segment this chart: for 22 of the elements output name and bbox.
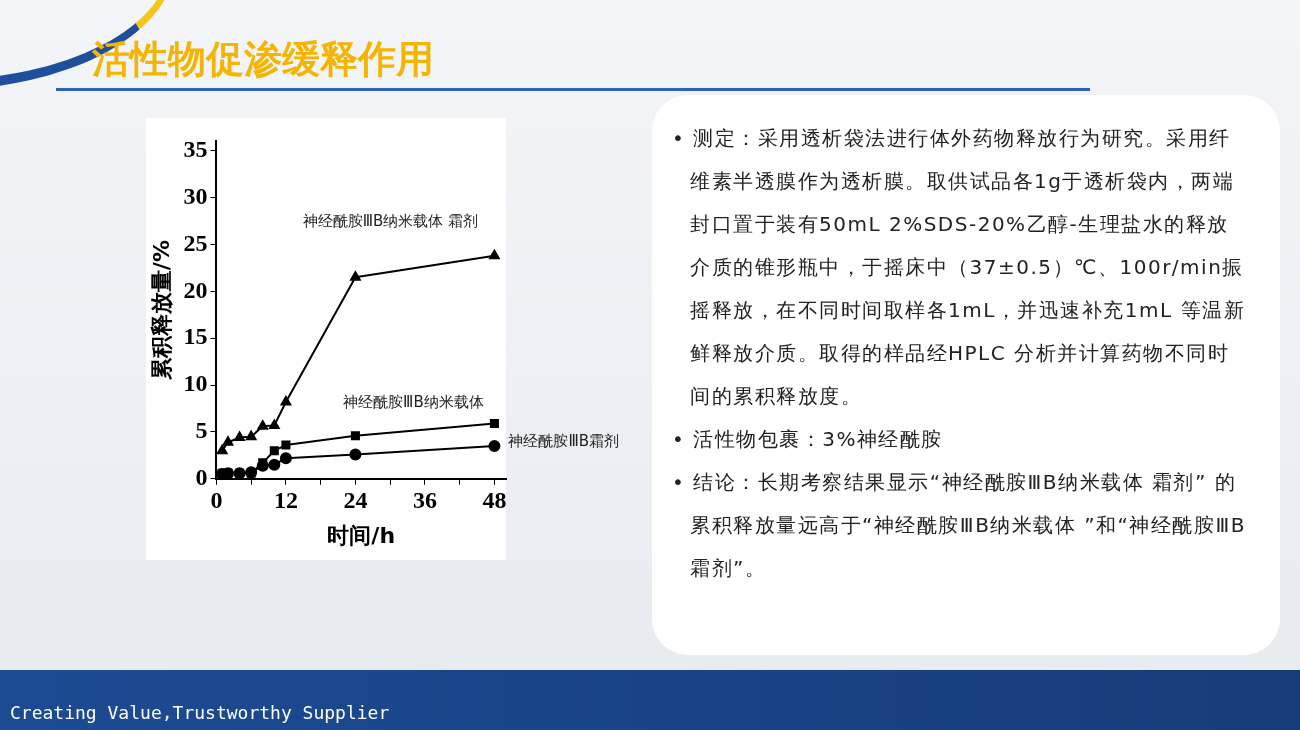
text: Creating Value,Trustworthy Supplier [10, 702, 390, 723]
text: • 测定：采用透析袋法进行体外药物释放行为研究。采用纤维素半透膜作为透析膜。取供试品各1g于透析袋内，两端封口置于装有50mL 2%SDS-20%乙醇-生理盐水的释放介质的锥形瓶中，于摇床中（37±0.5）℃、100r/min振摇释放，在不同时间取样各1mL，并迅速补充1mL 等温新鲜释放介质。取得的样品经HPLC 分析并计算药物不同时间的累积释放度。 [672, 125, 1247, 410]
x-tick-label: 48 [482, 487, 507, 514]
text: • 结论：长期考察结果显示“神经酰胺ⅢB纳米载体 霜剂” 的累积释放量远高于“神经酰胺ⅢB纳米载体 ”和“神经酰胺ⅢB霜剂”。 [672, 469, 1247, 582]
x-tick-label: 36 [412, 487, 437, 514]
x-tick-label: 24 [343, 487, 368, 514]
y-tick-label: 15 [183, 323, 208, 350]
y-tick-label: 5 [195, 417, 208, 444]
y-tick-label: 20 [183, 276, 208, 303]
y-tick-label: 35 [183, 135, 208, 162]
y-axis-title: 累积释放量/% [148, 240, 174, 382]
y-tick-label: 25 [183, 229, 208, 256]
series-label: 神经酰胺ⅢB纳米载体 霜剂 [302, 211, 479, 230]
y-tick-label: 30 [183, 182, 208, 209]
series-label: 神经酰胺ⅢB纳米载体 [343, 393, 484, 412]
y-tick-label: 0 [195, 464, 208, 490]
y-tick-label: 10 [183, 370, 208, 397]
chart-title: 活性物促渗缓释作用 [92, 36, 434, 83]
x-axis-title: 时间/h [327, 522, 396, 548]
text: • 活性物包裹：3%神经酰胺 [672, 426, 944, 453]
series-label: 神经酰胺ⅢB霜剂 [508, 431, 620, 450]
x-tick-label: 12 [273, 487, 298, 514]
